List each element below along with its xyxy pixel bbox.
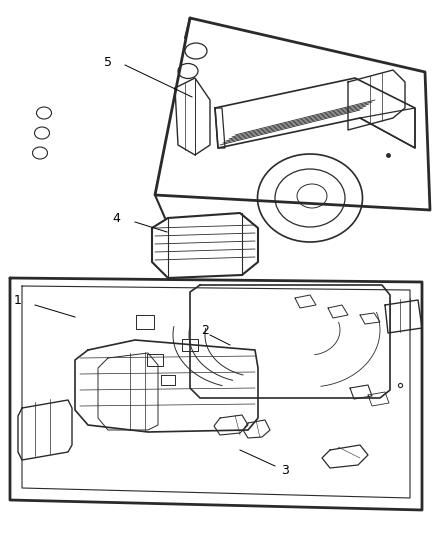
Text: 5: 5	[104, 55, 112, 69]
Text: 2: 2	[201, 324, 209, 336]
Text: 1: 1	[14, 294, 22, 306]
Text: 4: 4	[112, 212, 120, 224]
Text: 3: 3	[281, 464, 289, 477]
